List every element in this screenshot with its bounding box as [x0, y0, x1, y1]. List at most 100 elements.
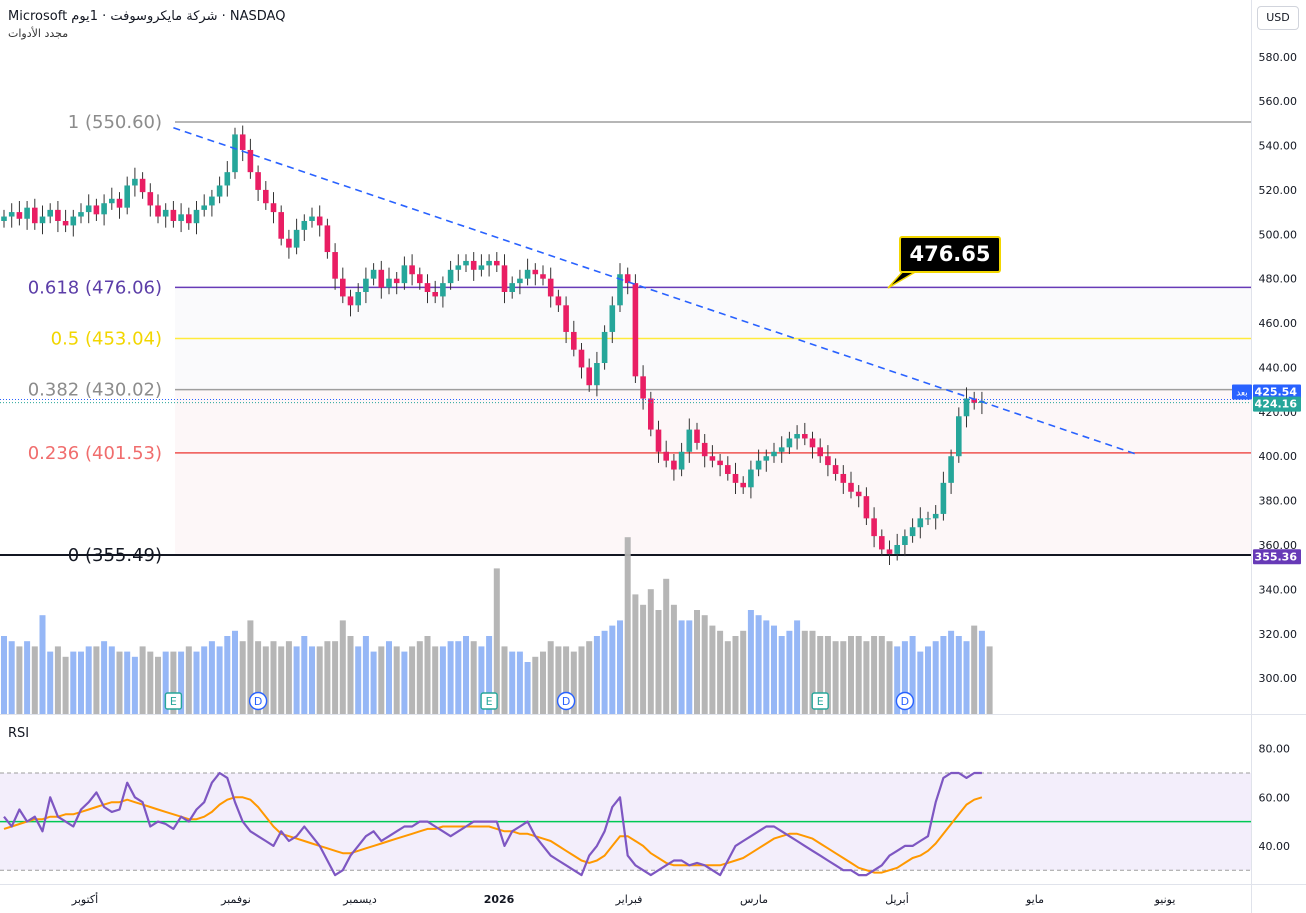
volume-bar: [963, 641, 970, 714]
volume-bar: [309, 646, 315, 714]
currency-button[interactable]: USD: [1257, 6, 1299, 30]
volume-bar: [817, 636, 824, 714]
volume-bar: [478, 646, 485, 714]
dividend-icon: [895, 691, 915, 711]
volume-bar: [124, 651, 131, 714]
volume-bar: [339, 620, 346, 714]
volume-bar: [409, 646, 416, 714]
fib-label-0: 1 (550.60): [68, 112, 162, 133]
candle-body: [886, 549, 893, 554]
volume-bar: [324, 641, 331, 714]
candle-body: [555, 296, 562, 306]
fib-zone-5: [175, 452, 1251, 555]
candle-body: [116, 198, 123, 208]
volume-bar: [516, 651, 523, 714]
price-tick-label: 500.00: [1259, 228, 1298, 241]
volume-bar: [232, 630, 238, 714]
volume-bar: [763, 620, 770, 714]
volume-bar: [108, 646, 115, 714]
volume-bar: [255, 641, 262, 714]
candle-body: [609, 305, 616, 332]
volume-bar: [270, 641, 277, 714]
volume-bar: [193, 651, 200, 714]
volume-bar: [247, 620, 254, 714]
candle-body: [617, 274, 623, 306]
volume-bar: [824, 636, 831, 714]
volume-bar: [848, 636, 854, 714]
price-tick-label: 580.00: [1259, 51, 1298, 64]
candle-body: [155, 205, 161, 217]
volume-bar: [948, 630, 955, 714]
volume-bar: [917, 651, 924, 714]
volume-bar: [909, 636, 916, 714]
volume-bar: [447, 641, 454, 714]
volume-bar: [393, 646, 400, 714]
volume-bar: [62, 656, 69, 714]
volume-bar: [285, 641, 292, 714]
volume-bar: [16, 646, 23, 714]
candle-body: [948, 456, 954, 483]
candle-body: [932, 513, 939, 519]
volume-bar: [540, 651, 546, 714]
time-tick-label: فبراير: [615, 893, 643, 906]
candle-body: [494, 260, 500, 266]
candle-body: [378, 269, 385, 288]
earnings-icon: [164, 692, 183, 710]
candle-body: [1, 216, 7, 221]
volume-bar: [470, 641, 477, 714]
candle-body: [455, 265, 462, 270]
volume-bar: [563, 646, 570, 714]
volume-bar: [732, 636, 739, 714]
volume-bar: [663, 578, 670, 714]
volume-bar: [863, 641, 870, 714]
time-tick-label: يونيو: [1154, 893, 1176, 906]
candle-body: [517, 278, 523, 284]
candle-body: [147, 192, 154, 206]
candle-body: [239, 134, 246, 150]
candle-body: [909, 527, 916, 537]
candle-body: [186, 214, 192, 224]
candle-body: [85, 205, 92, 213]
volume-bar: [455, 641, 462, 714]
candle-body: [278, 212, 284, 239]
volume-bar: [686, 620, 693, 714]
candle-body: [825, 456, 831, 466]
candle-body: [817, 447, 823, 457]
volume-bar: [647, 589, 654, 714]
candle-body: [894, 544, 900, 554]
volume-bar: [901, 641, 908, 714]
volume-bar: [70, 651, 77, 714]
price-tick-label: 440.00: [1259, 361, 1298, 374]
candle-body: [447, 269, 454, 284]
candle-body: [855, 491, 862, 497]
candle-body: [132, 178, 138, 186]
candle-body: [863, 496, 870, 519]
volume-bar: [1, 636, 7, 714]
volume-bar: [601, 630, 608, 714]
candle-body: [247, 149, 254, 173]
price-tick-label: 480.00: [1259, 273, 1298, 286]
candle-body: [601, 331, 608, 364]
candle-body: [47, 209, 53, 217]
dividend-icon: [556, 691, 576, 711]
price-callout[interactable]: 476.65: [899, 236, 1001, 273]
volume-bar: [894, 646, 901, 714]
price-tick-label: 300.00: [1259, 672, 1298, 685]
candle-body: [540, 274, 546, 279]
candle-body: [263, 189, 269, 204]
earnings-icon-label: E: [486, 695, 493, 708]
price-tick-label: 520.00: [1259, 184, 1298, 197]
candle-body: [740, 482, 746, 488]
price-badge-label: بعد: [1236, 389, 1248, 399]
candle-body: [39, 216, 46, 224]
volume-bar: [39, 615, 46, 714]
volume-bar: [416, 641, 423, 714]
candle-body: [324, 225, 331, 253]
time-tick-label: أكتوبر: [71, 892, 98, 906]
candle-body: [802, 434, 808, 439]
volume-bar: [624, 537, 631, 714]
candle-body: [786, 438, 793, 448]
rsi-line: [3, 771, 982, 877]
candle-body: [93, 205, 100, 215]
